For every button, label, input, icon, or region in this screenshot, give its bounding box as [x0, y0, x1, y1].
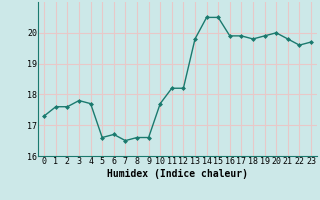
X-axis label: Humidex (Indice chaleur): Humidex (Indice chaleur) [107, 169, 248, 179]
